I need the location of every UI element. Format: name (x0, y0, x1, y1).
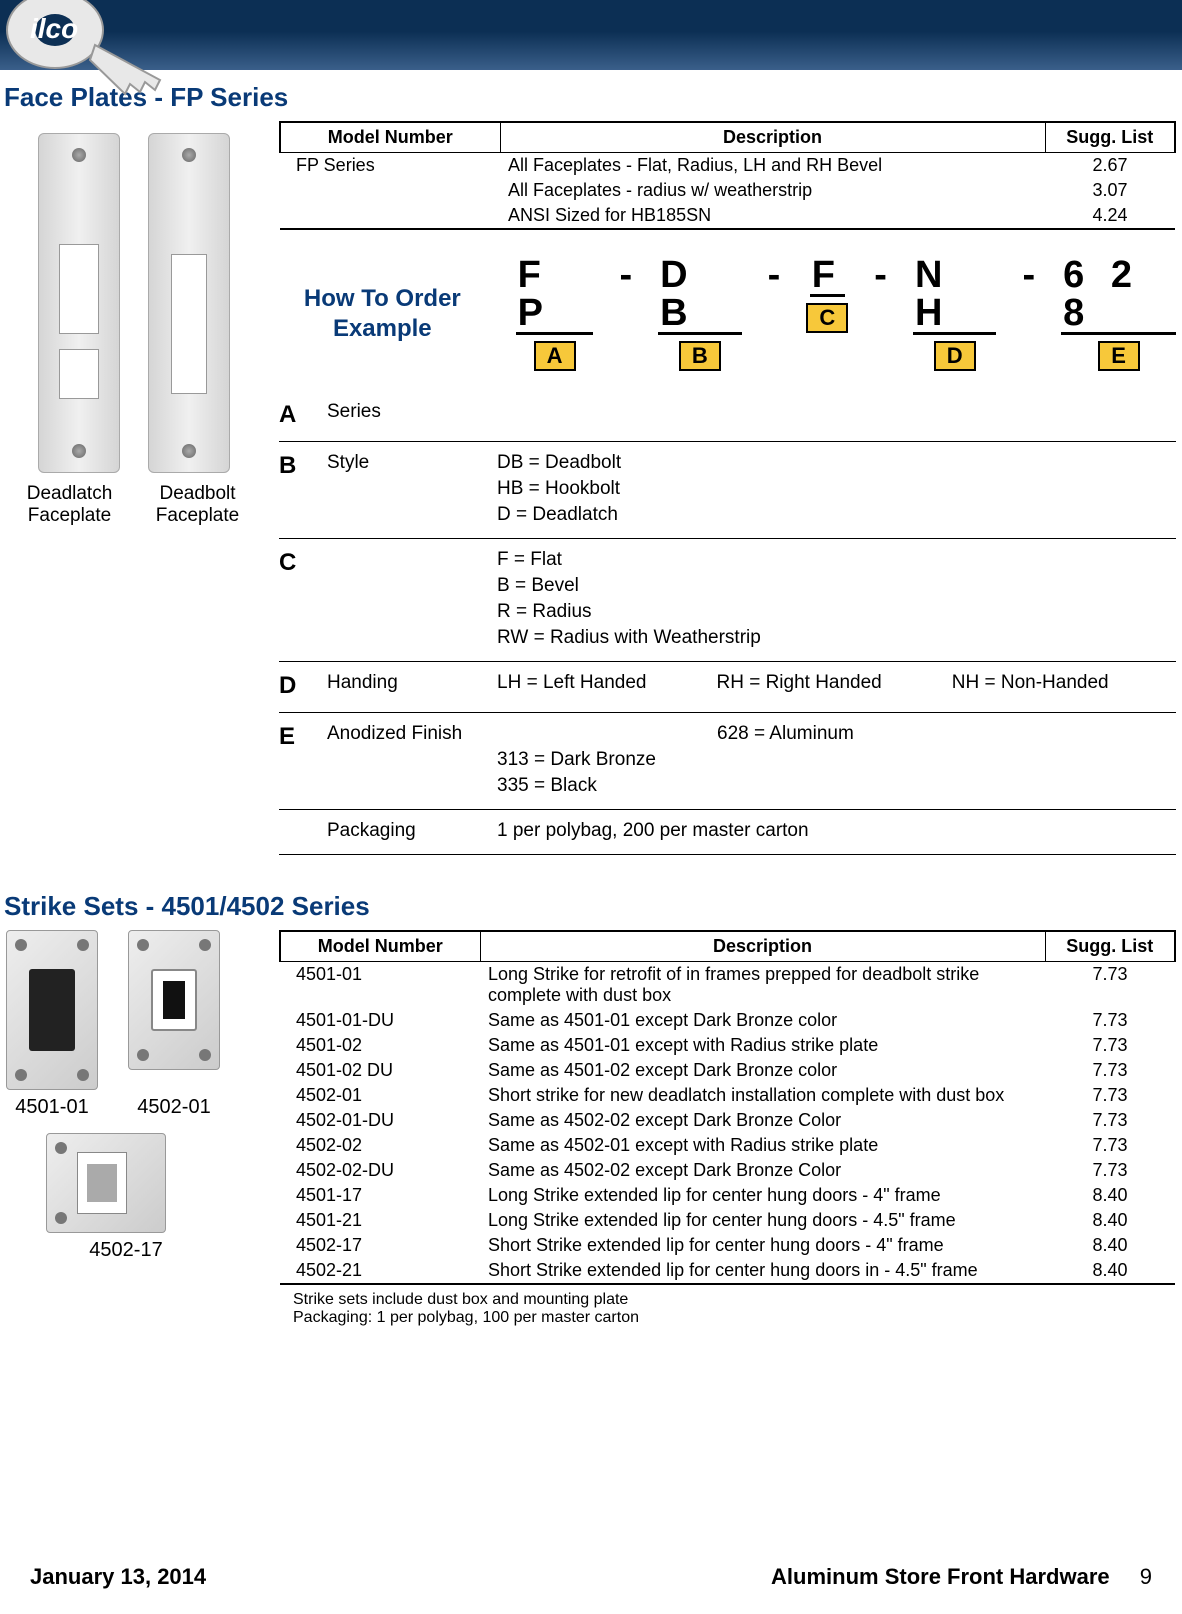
footer-date: January 13, 2014 (30, 1564, 206, 1590)
table-row: 4501-02Same as 4501-01 except with Radiu… (280, 1033, 1175, 1058)
strike-note: Strike sets include dust box and mountin… (279, 1291, 1176, 1327)
col-model: Model Number (280, 931, 480, 962)
deadbolt-faceplate-image (148, 133, 230, 473)
order-tag-C: C (806, 303, 848, 333)
order-part-D: N HD (913, 256, 997, 371)
order-separator: - (1022, 256, 1035, 294)
footer-doc-title: Aluminum Store Front Hardware (771, 1564, 1110, 1589)
table-row: ANSI Sized for HB185SN4.24 (280, 203, 1175, 229)
table-row: 4502-02-DUSame as 4502-02 except Dark Br… (280, 1158, 1175, 1183)
how-to-order-label: How To Order Example (279, 284, 486, 344)
svg-text:ilco: ilco (30, 13, 78, 44)
caption-4501-01: 4501-01 (6, 1096, 98, 1119)
order-separator: - (619, 256, 632, 294)
caption-deadbolt: Deadbolt Faceplate (148, 483, 248, 527)
fp-product-images: Deadlatch Faceplate Deadbolt Faceplate (6, 121, 261, 855)
fp-pricing-table: Model Number Description Sugg. List FP S… (279, 121, 1176, 230)
order-part-A: F PA (516, 256, 594, 371)
table-row: 4501-02 DUSame as 4501-02 except Dark Br… (280, 1058, 1175, 1083)
header-banner: ilco (0, 0, 1182, 70)
strike-4502-01-image (128, 930, 220, 1070)
table-row: 4502-01-DUSame as 4502-02 except Dark Br… (280, 1108, 1175, 1133)
deadlatch-faceplate-image (38, 133, 120, 473)
table-row: 4502-01Short strike for new deadlatch in… (280, 1083, 1175, 1108)
ordering-legend: ASeriesBStyleDB = DeadboltHB = HookboltD… (279, 391, 1176, 855)
logo-ilco-key-icon: ilco (0, 0, 180, 100)
legend-row: Packaging1 per polybag, 200 per master c… (279, 810, 1176, 855)
order-separator: - (874, 256, 887, 294)
order-tag-A: A (534, 341, 576, 371)
table-row: 4502-02Same as 4502-01 except with Radiu… (280, 1133, 1175, 1158)
legend-row: BStyleDB = DeadboltHB = HookboltD = Dead… (279, 442, 1176, 539)
table-row: All Faceplates - radius w/ weatherstrip3… (280, 178, 1175, 203)
col-price: Sugg. List (1045, 931, 1175, 962)
section-title-strike-sets: Strike Sets - 4501/4502 Series (0, 891, 1182, 922)
order-separator: - (768, 256, 781, 294)
col-desc: Description (480, 931, 1045, 962)
caption-4502-17: 4502-17 (46, 1239, 206, 1262)
col-model: Model Number (280, 122, 500, 153)
strike-4502-17-image (46, 1133, 166, 1233)
legend-row: CF = FlatB = BevelR = RadiusRW = Radius … (279, 539, 1176, 662)
table-row: FP SeriesAll Faceplates - Flat, Radius, … (280, 153, 1175, 179)
table-row: 4501-01-DUSame as 4501-01 except Dark Br… (280, 1008, 1175, 1033)
order-tag-B: B (679, 341, 721, 371)
strike-pricing-table: Model Number Description Sugg. List 4501… (279, 930, 1176, 1285)
order-part-B: D BB (658, 256, 742, 371)
table-row: 4502-17Short Strike extended lip for cen… (280, 1233, 1175, 1258)
table-row: 4501-01Long Strike for retrofit of in fr… (280, 962, 1175, 1009)
order-tag-E: E (1098, 341, 1140, 371)
strike-4501-01-image (6, 930, 98, 1090)
legend-row: ASeries (279, 391, 1176, 442)
col-desc: Description (500, 122, 1045, 153)
col-price: Sugg. List (1045, 122, 1175, 153)
footer-page-number: 9 (1140, 1564, 1152, 1589)
how-to-order-block: How To Order Example F PA-D BB-FC-N HD-6… (279, 256, 1176, 371)
page-footer: January 13, 2014 Aluminum Store Front Ha… (0, 1564, 1182, 1590)
legend-row: DHandingLH = Left HandedRH = Right Hande… (279, 662, 1176, 713)
order-tag-D: D (934, 341, 976, 371)
table-row: 4501-21Long Strike extended lip for cent… (280, 1208, 1175, 1233)
table-row: 4502-21Short Strike extended lip for cen… (280, 1258, 1175, 1284)
table-row: 4501-17Long Strike extended lip for cent… (280, 1183, 1175, 1208)
order-part-C: FC (806, 256, 848, 333)
order-part-E: 6 2 8E (1061, 256, 1176, 371)
strike-product-images: 4501-01 4502-01 4502-17 (6, 930, 261, 1327)
caption-4502-01: 4502-01 (128, 1096, 220, 1119)
caption-deadlatch: Deadlatch Faceplate (20, 483, 120, 527)
legend-row: EAnodized Finish 628 = Aluminum 313 = Da… (279, 713, 1176, 810)
